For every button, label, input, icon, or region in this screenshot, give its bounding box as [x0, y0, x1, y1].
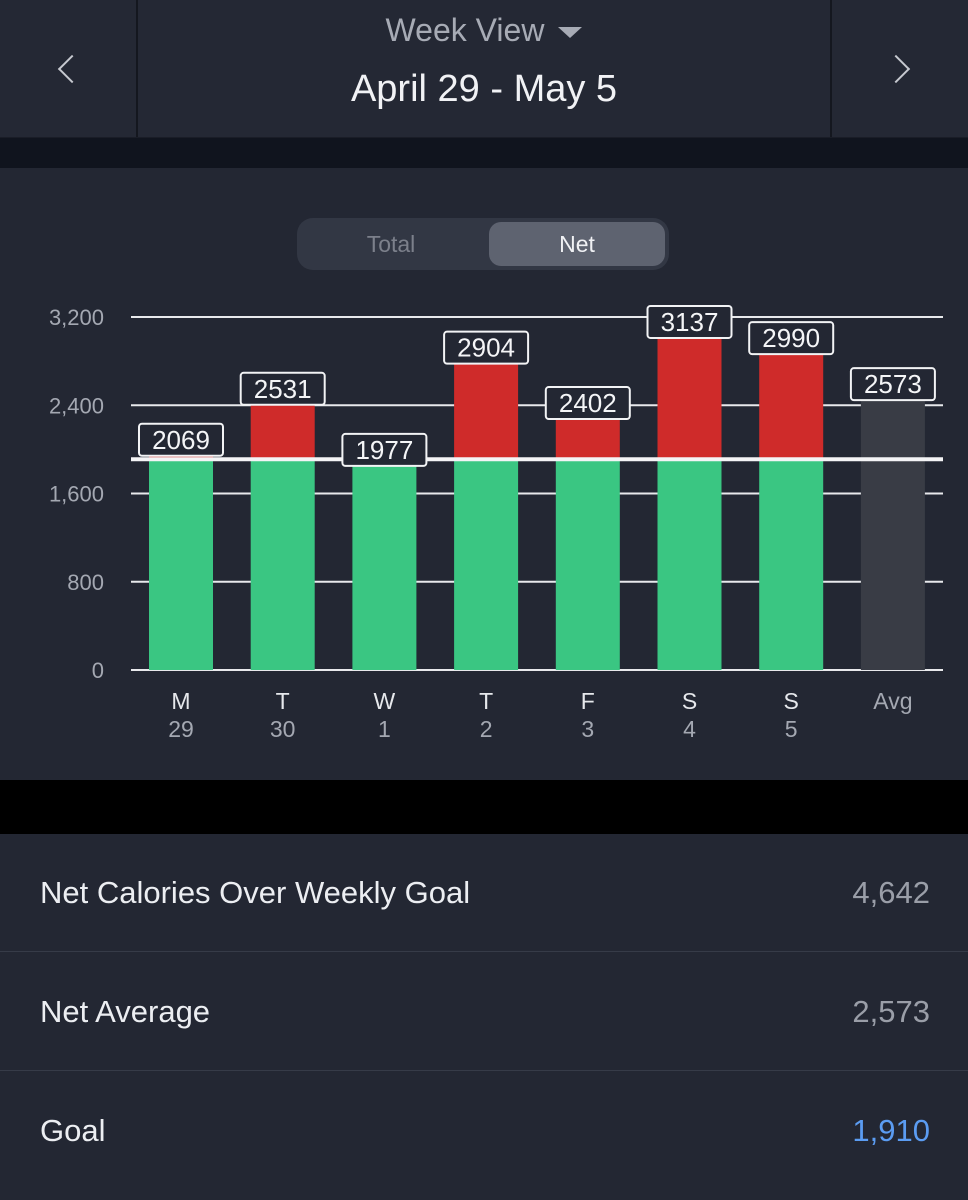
- data-label: 2904: [457, 333, 515, 363]
- data-label: 3137: [661, 307, 719, 337]
- x-day-label: Avg: [873, 688, 912, 714]
- x-date-label: 30: [270, 716, 296, 742]
- x-day-label: F: [581, 688, 595, 714]
- x-day-label: S: [784, 688, 799, 714]
- x-date-label: 29: [168, 716, 194, 742]
- y-tick-label: 800: [67, 570, 104, 595]
- x-date-label: 1: [378, 716, 391, 742]
- view-label: Week View: [385, 12, 545, 48]
- data-label: 2531: [254, 374, 312, 404]
- x-date-label: 3: [581, 716, 594, 742]
- x-day-label: S: [682, 688, 697, 714]
- data-label-box: [544, 386, 631, 421]
- bar-under-goal: [555, 459, 620, 670]
- previous-week-button[interactable]: [0, 0, 138, 137]
- bar-under-goal: [149, 459, 213, 670]
- y-tick-label: 2,400: [49, 393, 104, 418]
- chevron-left-icon: [57, 54, 87, 83]
- data-label-box: [748, 321, 835, 356]
- summary-row-net-average: Net Average 2,573: [0, 953, 968, 1071]
- x-day-label: M: [171, 688, 190, 714]
- bar-over-goal: [759, 340, 824, 460]
- summary-value: 2,573: [852, 993, 930, 1029]
- next-week-button[interactable]: [830, 0, 968, 137]
- summary-row-goal: Goal 1,910: [0, 1072, 968, 1190]
- data-label-box: [239, 371, 326, 406]
- y-tick-label: 0: [92, 658, 104, 683]
- header: Week View April 29 - May 5: [0, 0, 968, 138]
- summary-label: Net Average: [40, 993, 211, 1029]
- goal-value: 1,910: [852, 1113, 930, 1148]
- total-tab[interactable]: Total: [366, 230, 416, 257]
- chart-panel: 0 800 1,600 2,400 3,200 M 29 T 30 W 1 T 2 F 3 S 4 S 5 Avg 20…: [0, 168, 968, 780]
- bar-under-goal: [250, 459, 315, 670]
- dropdown-arrow-icon: [558, 27, 583, 38]
- bar-over-goal: [454, 349, 519, 460]
- x-date-label: 4: [683, 716, 696, 742]
- y-tick-label: 1,600: [49, 482, 104, 507]
- data-label-box: [849, 367, 936, 402]
- date-range-title: April 29 - May 5: [350, 68, 618, 110]
- bar-over-goal: [657, 323, 722, 460]
- data-label: 1977: [355, 435, 413, 465]
- summary-value: 4,642: [852, 874, 930, 910]
- data-label-box: [646, 304, 733, 339]
- section-divider: [0, 780, 968, 834]
- summary-label: Net Calories Over Weekly Goal: [40, 874, 471, 910]
- y-tick-label: 3,200: [49, 305, 104, 330]
- data-label: 2990: [762, 323, 820, 353]
- data-label-box: [138, 422, 224, 457]
- x-day-label: T: [479, 688, 493, 714]
- data-label: 2573: [864, 369, 922, 399]
- bar-under-goal: [352, 459, 417, 670]
- header-separator: [0, 138, 968, 168]
- data-label-box: [443, 330, 530, 365]
- bar-under-goal: [657, 459, 722, 670]
- bar-under-goal: [759, 459, 824, 670]
- chevron-right-icon: [881, 54, 911, 83]
- x-day-label: W: [374, 688, 396, 714]
- summary-list: Net Calories Over Weekly Goal 4,642 Net …: [0, 834, 968, 1200]
- calorie-bar-chart: 08001,6002,4003,200M29T30W1T2F3S4S5Avg20…: [49, 304, 943, 742]
- summary-label: Goal: [40, 1113, 106, 1148]
- week-view-dropdown[interactable]: Week View: [138, 12, 830, 49]
- summary-row-over-goal: Net Calories Over Weekly Goal 4,642: [0, 834, 968, 952]
- total-net-toggle: Total Net: [297, 218, 669, 270]
- data-label-box: [341, 432, 428, 467]
- bar-average: [860, 386, 925, 670]
- bar-under-goal: [454, 459, 519, 670]
- x-day-label: T: [276, 688, 290, 714]
- x-date-label: 5: [785, 716, 798, 742]
- net-tab[interactable]: Net: [489, 222, 665, 266]
- x-date-label: 2: [480, 716, 493, 742]
- data-label: 2402: [559, 388, 617, 418]
- data-label: 2069: [152, 425, 210, 455]
